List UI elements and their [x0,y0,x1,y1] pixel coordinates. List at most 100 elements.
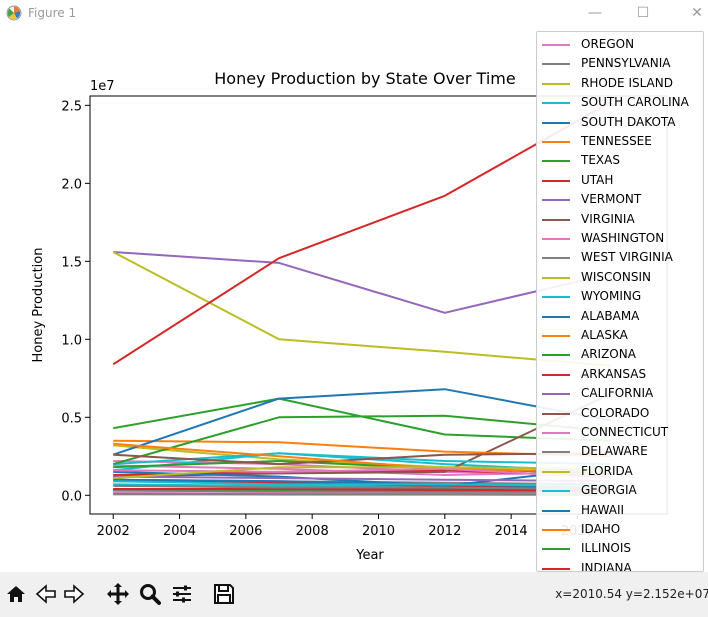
series-line-unlabeled-29 [112,414,611,466]
legend-item: SOUTH DAKOTA [537,114,703,132]
legend-swatch [542,218,570,221]
legend-item: WISCONSIN [537,269,703,287]
legend-label: TENNESSEE [581,134,652,148]
series-line-unlabeled-34 [113,467,611,480]
legend-label: CALIFORNIA [581,386,654,401]
legend-swatch [542,567,570,570]
legend-swatch [542,160,570,163]
matplotlib-logo-icon [6,5,22,21]
y-tick-label: 1.0 [61,333,82,348]
series-line-west-virginia [113,489,611,494]
y-tick-label: 0.5 [61,411,82,426]
legend-item: DELAWARE [537,443,703,461]
legend-item: WASHINGTON [537,230,703,248]
legend-swatch [542,296,570,299]
legend-item: COLORADO [537,405,703,423]
series-line-florida [112,251,611,367]
save-icon[interactable] [212,582,236,606]
maximize-button[interactable]: ☐ [636,5,650,21]
legend-label: ARIZONA [581,347,636,362]
legend-swatch [542,470,570,473]
configure-subplots-icon[interactable] [170,582,194,606]
legend-swatch [542,121,570,124]
y-tick-label: 0.0 [61,489,82,504]
y-tick-label: 2.5 [61,99,82,114]
legend-item: VERMONT [537,191,703,209]
legend-item: WEST VIRGINIA [537,249,703,267]
legend-item: FLORIDA [537,463,703,481]
minimize-button[interactable]: — [588,5,602,21]
legend-swatch [542,490,570,493]
series-line-unlabeled-37 [113,480,611,487]
legend-label: GEORGIA [581,483,637,498]
legend-swatch [542,276,570,279]
forward-arrow-icon[interactable] [62,582,86,606]
legend-label: WEST VIRGINIA [581,250,673,265]
legend-label: CONNECTICUT [581,425,669,439]
series-line-delaware [113,493,611,496]
x-axis-label: Year [355,548,384,563]
x-tick-label: 2004 [163,524,196,539]
legend-item: ILLINOIS [537,540,703,558]
legend-label: IDAHO [581,522,621,536]
legend-label: SOUTH DAKOTA [581,114,676,129]
legend-label: ALASKA [581,328,628,342]
legend-swatch [542,412,570,415]
legend-label: FLORIDA [581,463,633,478]
legend-label: WISCONSIN [581,269,651,284]
legend-label: TEXAS [581,153,620,168]
legend-swatch [542,315,570,318]
legend-swatch [542,509,570,512]
legend-swatch [542,82,570,85]
legend-label: WYOMING [581,289,642,304]
series-line-unlabeled-35 [113,484,611,490]
series-line-indiana [113,488,611,492]
legend-item: ALASKA [537,327,703,345]
home-icon[interactable] [4,582,28,606]
legend-swatch [542,529,570,531]
legend-item: GEORGIA [537,482,703,500]
legend-item: TEXAS [537,152,703,170]
chart-title: Honey Production by State Over Time [214,69,515,88]
legend-label: VIRGINIA [581,211,635,226]
legend-label: WASHINGTON [581,231,665,245]
legend-label: OREGON [581,37,635,51]
legend-swatch [542,44,570,46]
legend-item: INDIANA [537,560,703,572]
x-tick-label: 2008 [296,524,329,539]
legend-label: RHODE ISLAND [581,75,673,90]
legend-label: INDIANA [581,560,632,572]
legend-swatch [542,354,570,357]
legend-item: VIRGINIA [537,211,703,229]
x-tick-label: 2002 [97,524,130,539]
legend-item: CALIFORNIA [537,385,703,403]
y-offset-label: 1e7 [90,79,115,94]
legend: OREGON PENNSYLVANIA RHODE ISLAND SOUTH CARO… [536,31,704,572]
legend-swatch [542,432,570,434]
legend-swatch [542,179,570,182]
legend-label: HAWAII [581,502,625,517]
y-axis-label: Honey Production [31,248,46,363]
legend-item: RHODE ISLAND [537,75,703,93]
zoom-icon[interactable] [138,582,162,606]
x-tick-label: 2012 [428,524,461,539]
cursor-coordinates: x=2010.54 y=2.152e+07 [555,587,708,601]
legend-item: HAWAII [537,502,703,520]
legend-item: SOUTH CAROLINA [537,94,703,112]
legend-item: ALABAMA [537,308,703,326]
legend-label: DELAWARE [581,444,648,459]
series-line-hawaii [113,466,611,487]
title-bar: Figure 1 — ☐ ✕ [0,0,708,28]
legend-swatch [542,393,570,396]
back-arrow-icon[interactable] [34,582,58,606]
legend-label: PENNSYLVANIA [581,56,671,71]
legend-label: VERMONT [581,192,642,207]
pan-icon[interactable] [106,582,130,606]
legend-label: ARKANSAS [581,366,647,381]
series-line-unlabeled-36 [113,466,611,480]
legend-swatch [542,63,570,66]
close-button[interactable]: ✕ [691,5,703,21]
legend-item: IDAHO [537,521,703,539]
legend-swatch [542,199,570,202]
legend-item: ARKANSAS [537,366,703,384]
